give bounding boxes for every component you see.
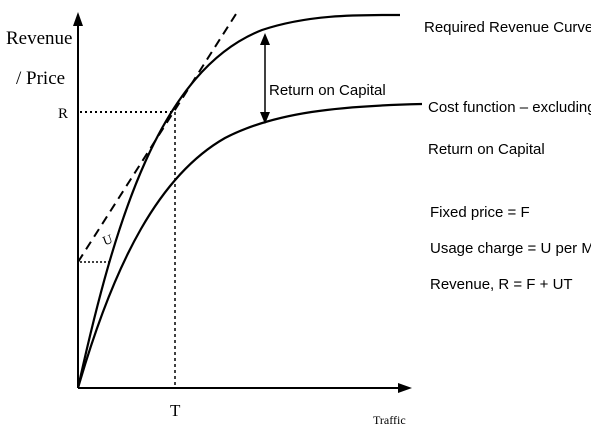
note: Usage charge = U per Mbit	[430, 240, 591, 257]
t-marker: T	[170, 401, 181, 420]
lower-curve-label: Cost function – excluding	[428, 99, 591, 116]
gap-arrow-head	[260, 112, 270, 124]
note: Revenue, R = F + UT	[430, 276, 573, 293]
required-revenue-curve	[76, 13, 401, 389]
upper-curve-label: Required Revenue Curve	[424, 19, 591, 36]
y-label: Revenue	[6, 28, 72, 49]
note: Fixed price = F	[430, 204, 530, 221]
x-arrow	[398, 383, 412, 393]
gap-arrow-head	[260, 33, 270, 45]
tangent-line	[77, 13, 237, 263]
y-label: / Price	[16, 68, 65, 89]
r-marker: R	[58, 106, 68, 122]
cost-curve	[76, 102, 423, 389]
gap-label: Return on Capital	[269, 82, 386, 99]
lower-curve-label: Return on Capital	[428, 141, 545, 158]
y-arrow	[73, 12, 83, 26]
x-label: Traffic	[373, 413, 406, 427]
